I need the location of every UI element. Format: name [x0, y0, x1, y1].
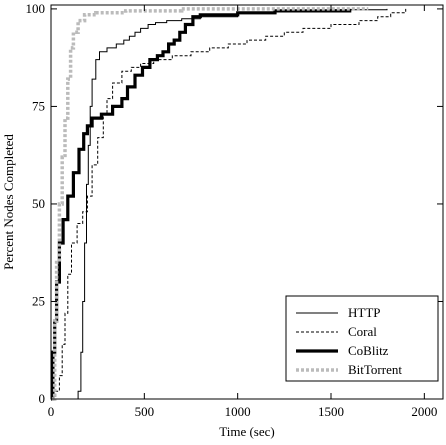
- x-tick-label: 1500: [318, 404, 344, 419]
- legend-box: [285, 295, 439, 382]
- y-axis-label: Percent Nodes Completed: [1, 134, 16, 270]
- y-axis: 0 25 50 75 100: [26, 1, 443, 406]
- series-line-3: [51, 8, 352, 401]
- x-axis-label: Time (sec): [219, 424, 275, 439]
- x-tick-label: 1000: [225, 404, 251, 419]
- x-tick-label: 500: [135, 404, 155, 419]
- legend-label: BitTorrent: [348, 362, 402, 377]
- x-tick-label: 0: [48, 404, 55, 419]
- legend-label: CoBlitz: [348, 343, 389, 358]
- legend-label: HTTP: [348, 305, 381, 320]
- series-line-2: [52, 8, 407, 400]
- y-tick-label: 75: [32, 98, 45, 113]
- y-tick-label: 50: [32, 196, 45, 211]
- y-tick-label: 25: [32, 293, 45, 308]
- series-lines: [51, 7, 407, 401]
- series-line-4: [51, 7, 369, 401]
- x-tick-label: 2000: [411, 404, 437, 419]
- plot-frame: [50, 4, 444, 400]
- y-tick-label: 100: [26, 1, 46, 16]
- legend-label: Coral: [348, 324, 377, 339]
- legend: HTTP Coral CoBlitz BitTorrent: [285, 295, 439, 382]
- y-tick-label: 0: [39, 391, 46, 406]
- x-axis: 0 500 1000 1500 2000: [48, 5, 437, 419]
